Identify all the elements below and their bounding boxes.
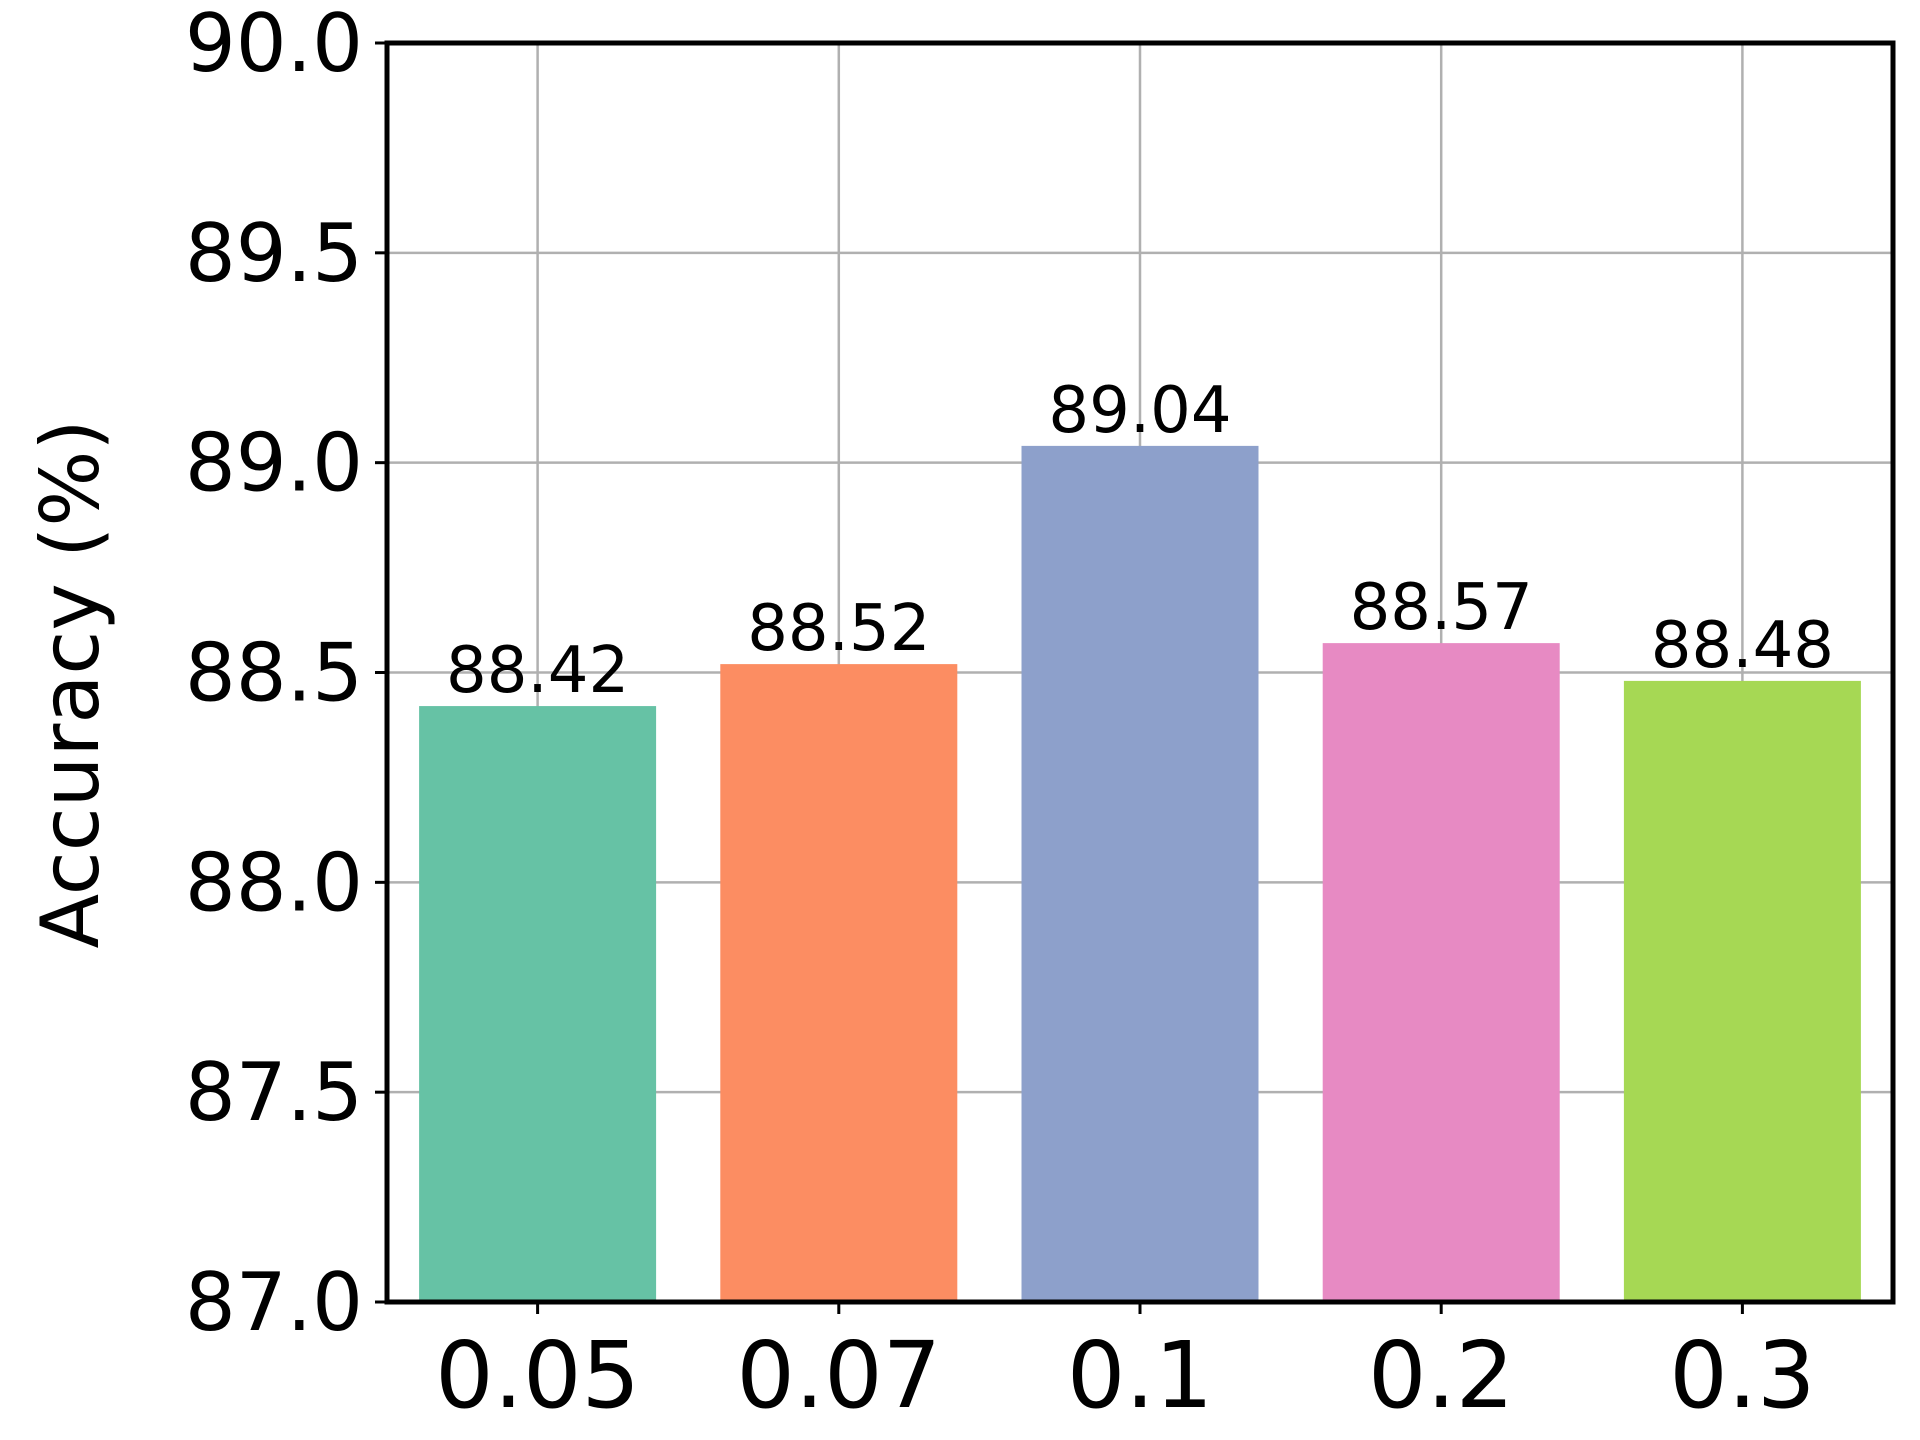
bar-0.1 [1021, 445, 1259, 1302]
bar-value-label: 88.57 [1350, 571, 1533, 645]
bar-value-labels: 88.42 88.52 89.04 88.57 88.48 [446, 374, 1834, 708]
y-tick-label: 87.0 [185, 1256, 363, 1349]
y-axis-ticks: 87.0 87.5 88.0 88.5 89.0 89.5 90.0 [185, 0, 387, 1349]
bar-value-label: 88.52 [747, 592, 930, 666]
x-tick-label: 0.2 [1368, 1322, 1514, 1429]
bar-0.05 [419, 706, 657, 1302]
y-tick-label: 87.5 [185, 1046, 363, 1139]
x-axis-ticks: 0.05 0.07 0.1 0.2 0.3 [435, 1302, 1816, 1429]
y-tick-label: 89.5 [185, 207, 363, 300]
bar-value-label: 88.42 [446, 634, 629, 708]
bar-value-label: 88.48 [1651, 609, 1834, 683]
y-axis-title: Accuracy (%) [24, 419, 117, 948]
y-tick-label: 90.0 [185, 0, 363, 90]
bar-0.07 [720, 664, 958, 1302]
x-tick-label: 0.3 [1669, 1322, 1815, 1429]
x-tick-label: 0.05 [435, 1322, 640, 1429]
bar-0.2 [1322, 643, 1560, 1302]
y-tick-label: 88.5 [185, 627, 363, 720]
bar-value-label: 89.04 [1048, 374, 1231, 448]
y-tick-label: 88.0 [185, 836, 363, 929]
bars [419, 445, 1861, 1302]
y-tick-label: 89.0 [185, 417, 363, 510]
x-tick-label: 0.1 [1067, 1322, 1213, 1429]
bar-0.3 [1623, 680, 1861, 1302]
x-tick-label: 0.07 [736, 1322, 941, 1429]
